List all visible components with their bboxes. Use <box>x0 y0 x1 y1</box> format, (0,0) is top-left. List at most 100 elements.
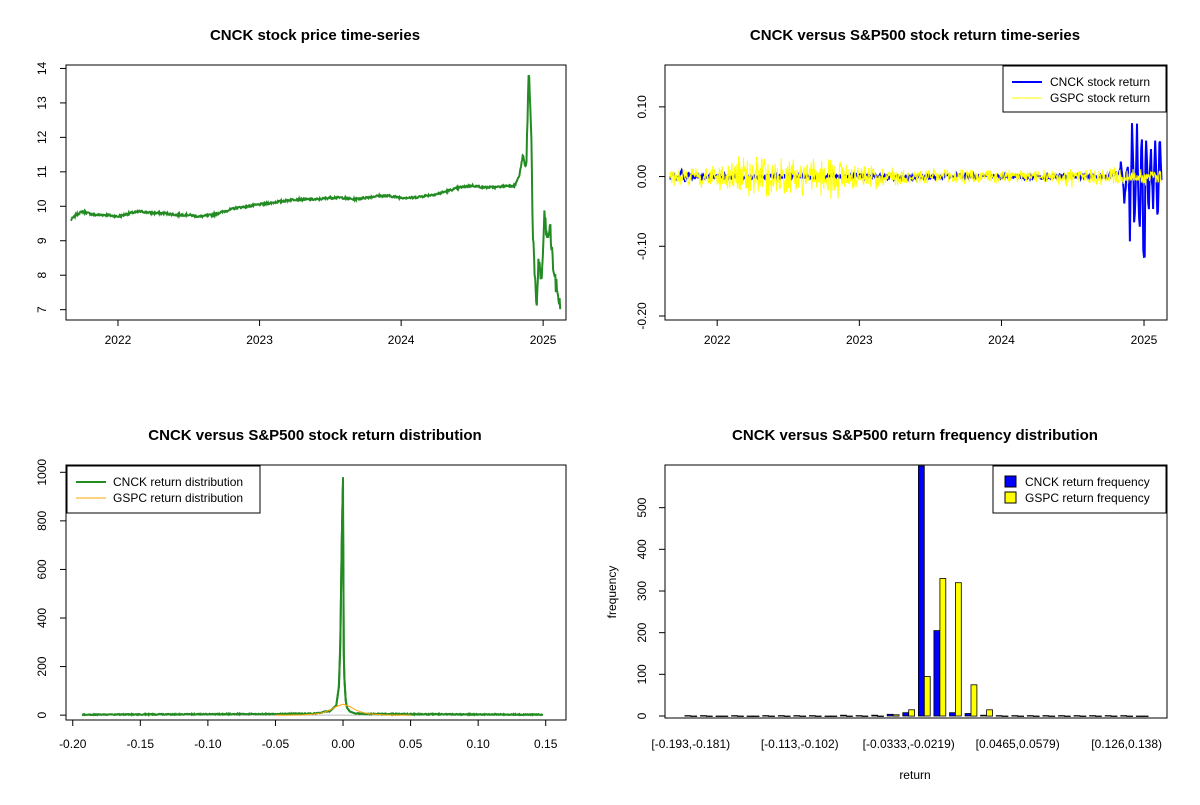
histogram-bar-gspc-12 <box>877 715 884 717</box>
price-series-line <box>70 74 562 310</box>
price-plot-box <box>65 64 567 321</box>
histogram-bar-gspc-21 <box>1017 715 1025 717</box>
histogram-bar-gspc-8 <box>814 715 822 717</box>
histogram-bar-gspc-24 <box>1064 715 1071 717</box>
returns-x-tick-label-0: 2022 <box>704 333 731 347</box>
histogram-bar-gspc-2 <box>721 715 729 717</box>
histogram-legend-box <box>992 465 1167 514</box>
price-x-tick-label-0: 2022 <box>105 333 132 347</box>
histogram-x-tick-label-4: [0.126,0.138) <box>1091 737 1162 751</box>
price-y-tick-label-0: 7 <box>35 306 49 313</box>
histogram-y-tick-label-0: 0 <box>635 712 649 719</box>
histogram-x-tick-label-3: [0.0465,0.0579) <box>976 737 1060 751</box>
histogram-bar-gspc-11 <box>861 715 869 717</box>
histogram-bar-gspc-15 <box>923 676 931 717</box>
histogram-bar-cnck-11 <box>855 715 863 717</box>
histogram-legend: CNCK return frequency GSPC return freque… <box>992 465 1167 514</box>
histogram-bar-cnck-21 <box>1011 715 1019 717</box>
histogram-bar-cnck-22 <box>1026 715 1034 717</box>
histogram-bar-cnck-2 <box>715 715 723 717</box>
histogram-bar-cnck-5 <box>762 715 770 717</box>
histogram-y-axis-label: frequency <box>605 566 619 619</box>
histogram-bar-cnck-1 <box>700 715 707 717</box>
histogram-marks: 0 100 200 300 400 500 [-0.193,-0.181) [-0.113,-… <box>635 465 1162 751</box>
histogram-bar-gspc-29 <box>1141 715 1149 717</box>
price-x-tick-label-3: 2025 <box>530 333 557 347</box>
histogram-bar-gspc-28 <box>1126 715 1133 717</box>
price-chart-title: CNCK stock price time-series <box>210 27 420 44</box>
panel-density: CNCK versus S&P500 stock return distribu… <box>35 427 567 751</box>
histogram-bar-cnck-9 <box>824 715 832 717</box>
histogram-x-tick-label-2: [-0.0333,-0.0219) <box>863 737 955 751</box>
histogram-y-tick-label-4: 400 <box>635 539 649 559</box>
density-chart-title: CNCK versus S&P500 stock return distribu… <box>148 427 481 444</box>
histogram-bar-cnck-24 <box>1058 715 1065 717</box>
returns-x-tick-label-3: 2025 <box>1131 333 1158 347</box>
histogram-bar-cnck-10 <box>840 714 847 717</box>
histogram-legend-swatch-gspc <box>1004 491 1017 504</box>
histogram-legend-label-gspc: GSPC return frequency <box>1025 491 1150 505</box>
histogram-bar-gspc-27 <box>1110 715 1118 717</box>
histogram-bar-cnck-15 <box>918 465 925 717</box>
price-y-tick-label-3: 10 <box>35 199 49 213</box>
histogram-chart-title: CNCK versus S&P500 return frequency dist… <box>732 427 1098 444</box>
histogram-bar-gspc-4 <box>752 715 760 717</box>
histogram-bar-cnck-28 <box>1120 715 1127 717</box>
returns-legend-label-cnck: CNCK stock return <box>1050 75 1150 89</box>
histogram-bar-cnck-7 <box>793 715 801 717</box>
histogram-bar-gspc-13 <box>892 714 900 717</box>
histogram-bar-gspc-17 <box>955 582 962 717</box>
histogram-bar-gspc-0 <box>690 715 698 717</box>
price-x-tick-label-2: 2024 <box>388 333 415 347</box>
histogram-bar-cnck-12 <box>871 714 879 717</box>
density-x-tick-label-4: 0.00 <box>331 737 355 751</box>
density-x-tick-label-2: -0.10 <box>194 737 222 751</box>
returns-y-tick-label-2: 0.00 <box>635 165 649 189</box>
histogram-bar-gspc-23 <box>1048 715 1056 717</box>
density-legend: CNCK return distribution GSPC return dis… <box>66 465 261 514</box>
histogram-bar-gspc-20 <box>1001 715 1009 717</box>
returns-legend: CNCK stock return GSPC stock return <box>1002 65 1167 113</box>
returns-series-gspc <box>669 156 1162 199</box>
histogram-bar-cnck-6 <box>777 715 785 717</box>
price-y-tick-label-4: 11 <box>35 165 49 178</box>
histogram-y-tick-label-5: 500 <box>635 497 649 517</box>
histogram-y-tick-label-2: 200 <box>635 622 649 642</box>
density-plot-box <box>65 464 567 721</box>
histogram-bar-cnck-26 <box>1089 715 1096 717</box>
histogram-bar-gspc-5 <box>768 715 775 717</box>
density-y-tick-label-5: 1000 <box>35 459 49 486</box>
density-y-tick-label-1: 200 <box>35 656 49 676</box>
density-x-tick-label-6: 0.10 <box>466 737 490 751</box>
histogram-legend-swatch-cnck <box>1004 475 1017 488</box>
returns-marks: 2022 2023 2024 2025 -0.20 -0.10 0.00 0.10 <box>635 95 1163 347</box>
histogram-bar-cnck-4 <box>746 715 754 717</box>
density-y-tick-label-2: 400 <box>35 608 49 628</box>
histogram-bar-cnck-27 <box>1104 715 1112 717</box>
density-marks: -0.20 -0.15 -0.10 -0.05 0.00 0.05 0.10 0.15 0 200… <box>35 459 558 751</box>
density-x-tick-label-0: -0.20 <box>59 737 87 751</box>
density-y-tick-label-3: 600 <box>35 559 49 579</box>
returns-x-tick-label-1: 2023 <box>846 333 873 347</box>
histogram-x-axis-label: return <box>899 768 930 782</box>
density-x-tick-label-5: 0.05 <box>399 737 423 751</box>
histogram-bar-gspc-18 <box>970 684 978 717</box>
histogram-bar-cnck-29 <box>1135 715 1143 717</box>
density-x-tick-label-7: 0.15 <box>534 737 558 751</box>
returns-x-tick-label-2: 2024 <box>988 333 1015 347</box>
histogram-x-tick-label-0: [-0.193,-0.181) <box>651 737 730 751</box>
histogram-bar-gspc-22 <box>1032 715 1040 717</box>
price-y-tick-label-2: 9 <box>35 237 49 244</box>
histogram-bar-gspc-7 <box>799 715 807 717</box>
histogram-bar-cnck-13 <box>886 713 894 717</box>
panel-histogram: CNCK versus S&P500 return frequency dist… <box>605 427 1168 782</box>
histogram-bar-cnck-16 <box>933 630 941 717</box>
histogram-y-tick-label-3: 300 <box>635 581 649 601</box>
returns-plot-box <box>664 64 1168 321</box>
price-marks: 2022 2023 2024 2025 7 8 9 10 11 12 13 14 <box>35 61 562 347</box>
histogram-bar-gspc-16 <box>939 578 947 717</box>
histogram-legend-label-cnck: CNCK return frequency <box>1025 475 1150 489</box>
histogram-bar-cnck-20 <box>995 715 1003 717</box>
